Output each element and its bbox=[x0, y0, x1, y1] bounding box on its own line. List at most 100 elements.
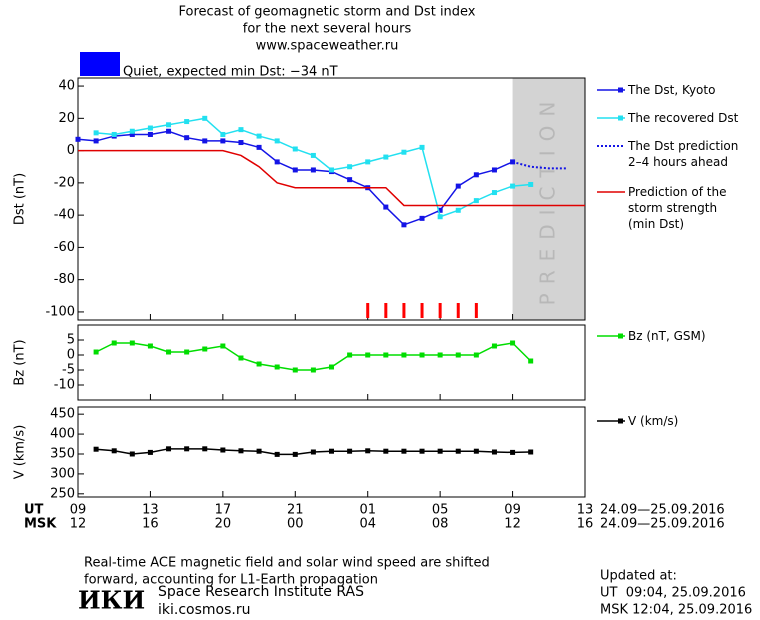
data-point bbox=[329, 448, 334, 454]
data-point bbox=[329, 364, 334, 370]
legend-label: V (km/s) bbox=[628, 414, 679, 428]
data-point bbox=[238, 355, 244, 361]
data-point bbox=[292, 167, 298, 173]
data-point bbox=[419, 352, 425, 358]
y-axis-label: Dst (nT) bbox=[13, 173, 28, 225]
y-tick-label: -100 bbox=[45, 304, 75, 319]
data-point bbox=[184, 119, 190, 125]
y-axis-label: Bz (nT) bbox=[13, 339, 28, 385]
title-line: www.spaceweather.ru bbox=[256, 39, 399, 54]
panel-frame bbox=[77, 324, 586, 401]
data-point bbox=[383, 352, 389, 358]
legend-marker bbox=[618, 115, 623, 121]
data-point bbox=[365, 352, 371, 358]
y-tick-label: 250 bbox=[50, 486, 75, 501]
data-point bbox=[238, 448, 244, 454]
x-row-label: UT bbox=[24, 503, 44, 518]
data-point bbox=[383, 154, 389, 160]
data-point bbox=[256, 133, 262, 139]
data-point bbox=[510, 340, 516, 346]
x-tick-label: 05 bbox=[432, 503, 449, 518]
y-tick-label: -20 bbox=[54, 175, 75, 190]
data-point bbox=[473, 448, 479, 454]
data-point bbox=[419, 448, 425, 454]
data-point bbox=[292, 146, 298, 152]
data-point bbox=[93, 349, 99, 355]
data-point bbox=[147, 343, 153, 349]
data-point bbox=[238, 127, 244, 133]
data-point bbox=[220, 131, 226, 137]
data-point bbox=[93, 138, 99, 144]
date-range: 24.09—25.09.2016 bbox=[600, 517, 725, 532]
data-point bbox=[347, 164, 353, 170]
data-point bbox=[347, 352, 353, 358]
title-line: Forecast of geomagnetic storm and Dst in… bbox=[178, 5, 475, 20]
data-point bbox=[419, 215, 425, 221]
data-point bbox=[274, 364, 280, 370]
x2-tick-label: 16 bbox=[577, 517, 594, 532]
storm-marker bbox=[474, 303, 478, 318]
legend-label: The Dst, Kyoto bbox=[628, 83, 716, 97]
footnote: forward, accounting for L1-Earth propaga… bbox=[84, 573, 378, 588]
data-point bbox=[455, 183, 461, 189]
data-point bbox=[202, 138, 208, 144]
site: iki.cosmos.ru bbox=[158, 602, 250, 618]
data-point bbox=[401, 352, 407, 358]
prediction-label: PREDICTION bbox=[535, 93, 559, 306]
y-tick-label: -40 bbox=[54, 208, 75, 223]
data-point bbox=[528, 181, 534, 187]
panel-frame bbox=[77, 77, 586, 321]
data-point bbox=[455, 207, 461, 213]
x-tick-label: 13 bbox=[142, 503, 159, 518]
footnote: Real-time ACE magnetic field and solar w… bbox=[84, 556, 490, 571]
legend-label: The Dst prediction 2–4 hours ahead bbox=[628, 139, 739, 169]
x-tick-label: 17 bbox=[215, 503, 232, 518]
data-point bbox=[437, 214, 443, 220]
updated: MSK 12:04, 25.09.2016 bbox=[600, 603, 752, 618]
y-tick-label: -60 bbox=[54, 240, 75, 255]
data-point bbox=[220, 138, 226, 144]
data-point bbox=[129, 451, 135, 457]
data-point bbox=[220, 343, 226, 349]
data-point bbox=[401, 149, 407, 155]
x-tick-label: 09 bbox=[70, 503, 87, 518]
y-tick-label: 0 bbox=[67, 143, 75, 158]
data-point bbox=[129, 128, 135, 134]
x2-tick-label: 20 bbox=[215, 517, 232, 532]
data-point bbox=[238, 140, 244, 146]
y-tick-label: 5 bbox=[67, 333, 75, 348]
data-point bbox=[437, 207, 443, 213]
data-point bbox=[419, 144, 425, 150]
data-point bbox=[111, 131, 117, 137]
data-point bbox=[93, 446, 99, 452]
x2-tick-label: 16 bbox=[142, 517, 159, 532]
data-point bbox=[510, 449, 516, 455]
data-point bbox=[437, 352, 443, 358]
data-point bbox=[274, 138, 280, 144]
data-point bbox=[166, 122, 172, 128]
data-point bbox=[202, 446, 208, 452]
x-tick-label: 13 bbox=[577, 503, 594, 518]
updated: Updated at: bbox=[600, 569, 677, 584]
x2-tick-label: 04 bbox=[359, 517, 376, 532]
data-point bbox=[274, 159, 280, 165]
institute: Space Research Institute RAS bbox=[158, 584, 364, 600]
legend-marker bbox=[618, 87, 623, 93]
x-tick-label: 09 bbox=[504, 503, 521, 518]
series-line bbox=[78, 149, 585, 207]
storm-marker bbox=[366, 303, 370, 318]
data-point bbox=[256, 144, 262, 150]
data-point bbox=[510, 183, 516, 189]
data-point bbox=[455, 448, 461, 454]
data-point bbox=[129, 131, 135, 137]
legend-marker bbox=[618, 333, 623, 339]
data-point bbox=[473, 172, 479, 178]
y-tick-label: 20 bbox=[58, 111, 75, 126]
data-point bbox=[274, 451, 280, 457]
storm-marker bbox=[420, 303, 424, 318]
series-line bbox=[95, 342, 532, 371]
data-point bbox=[220, 447, 226, 453]
updated: UT 09:04, 25.09.2016 bbox=[600, 586, 746, 601]
y-tick-label: -5 bbox=[62, 363, 75, 378]
data-point bbox=[401, 222, 407, 228]
